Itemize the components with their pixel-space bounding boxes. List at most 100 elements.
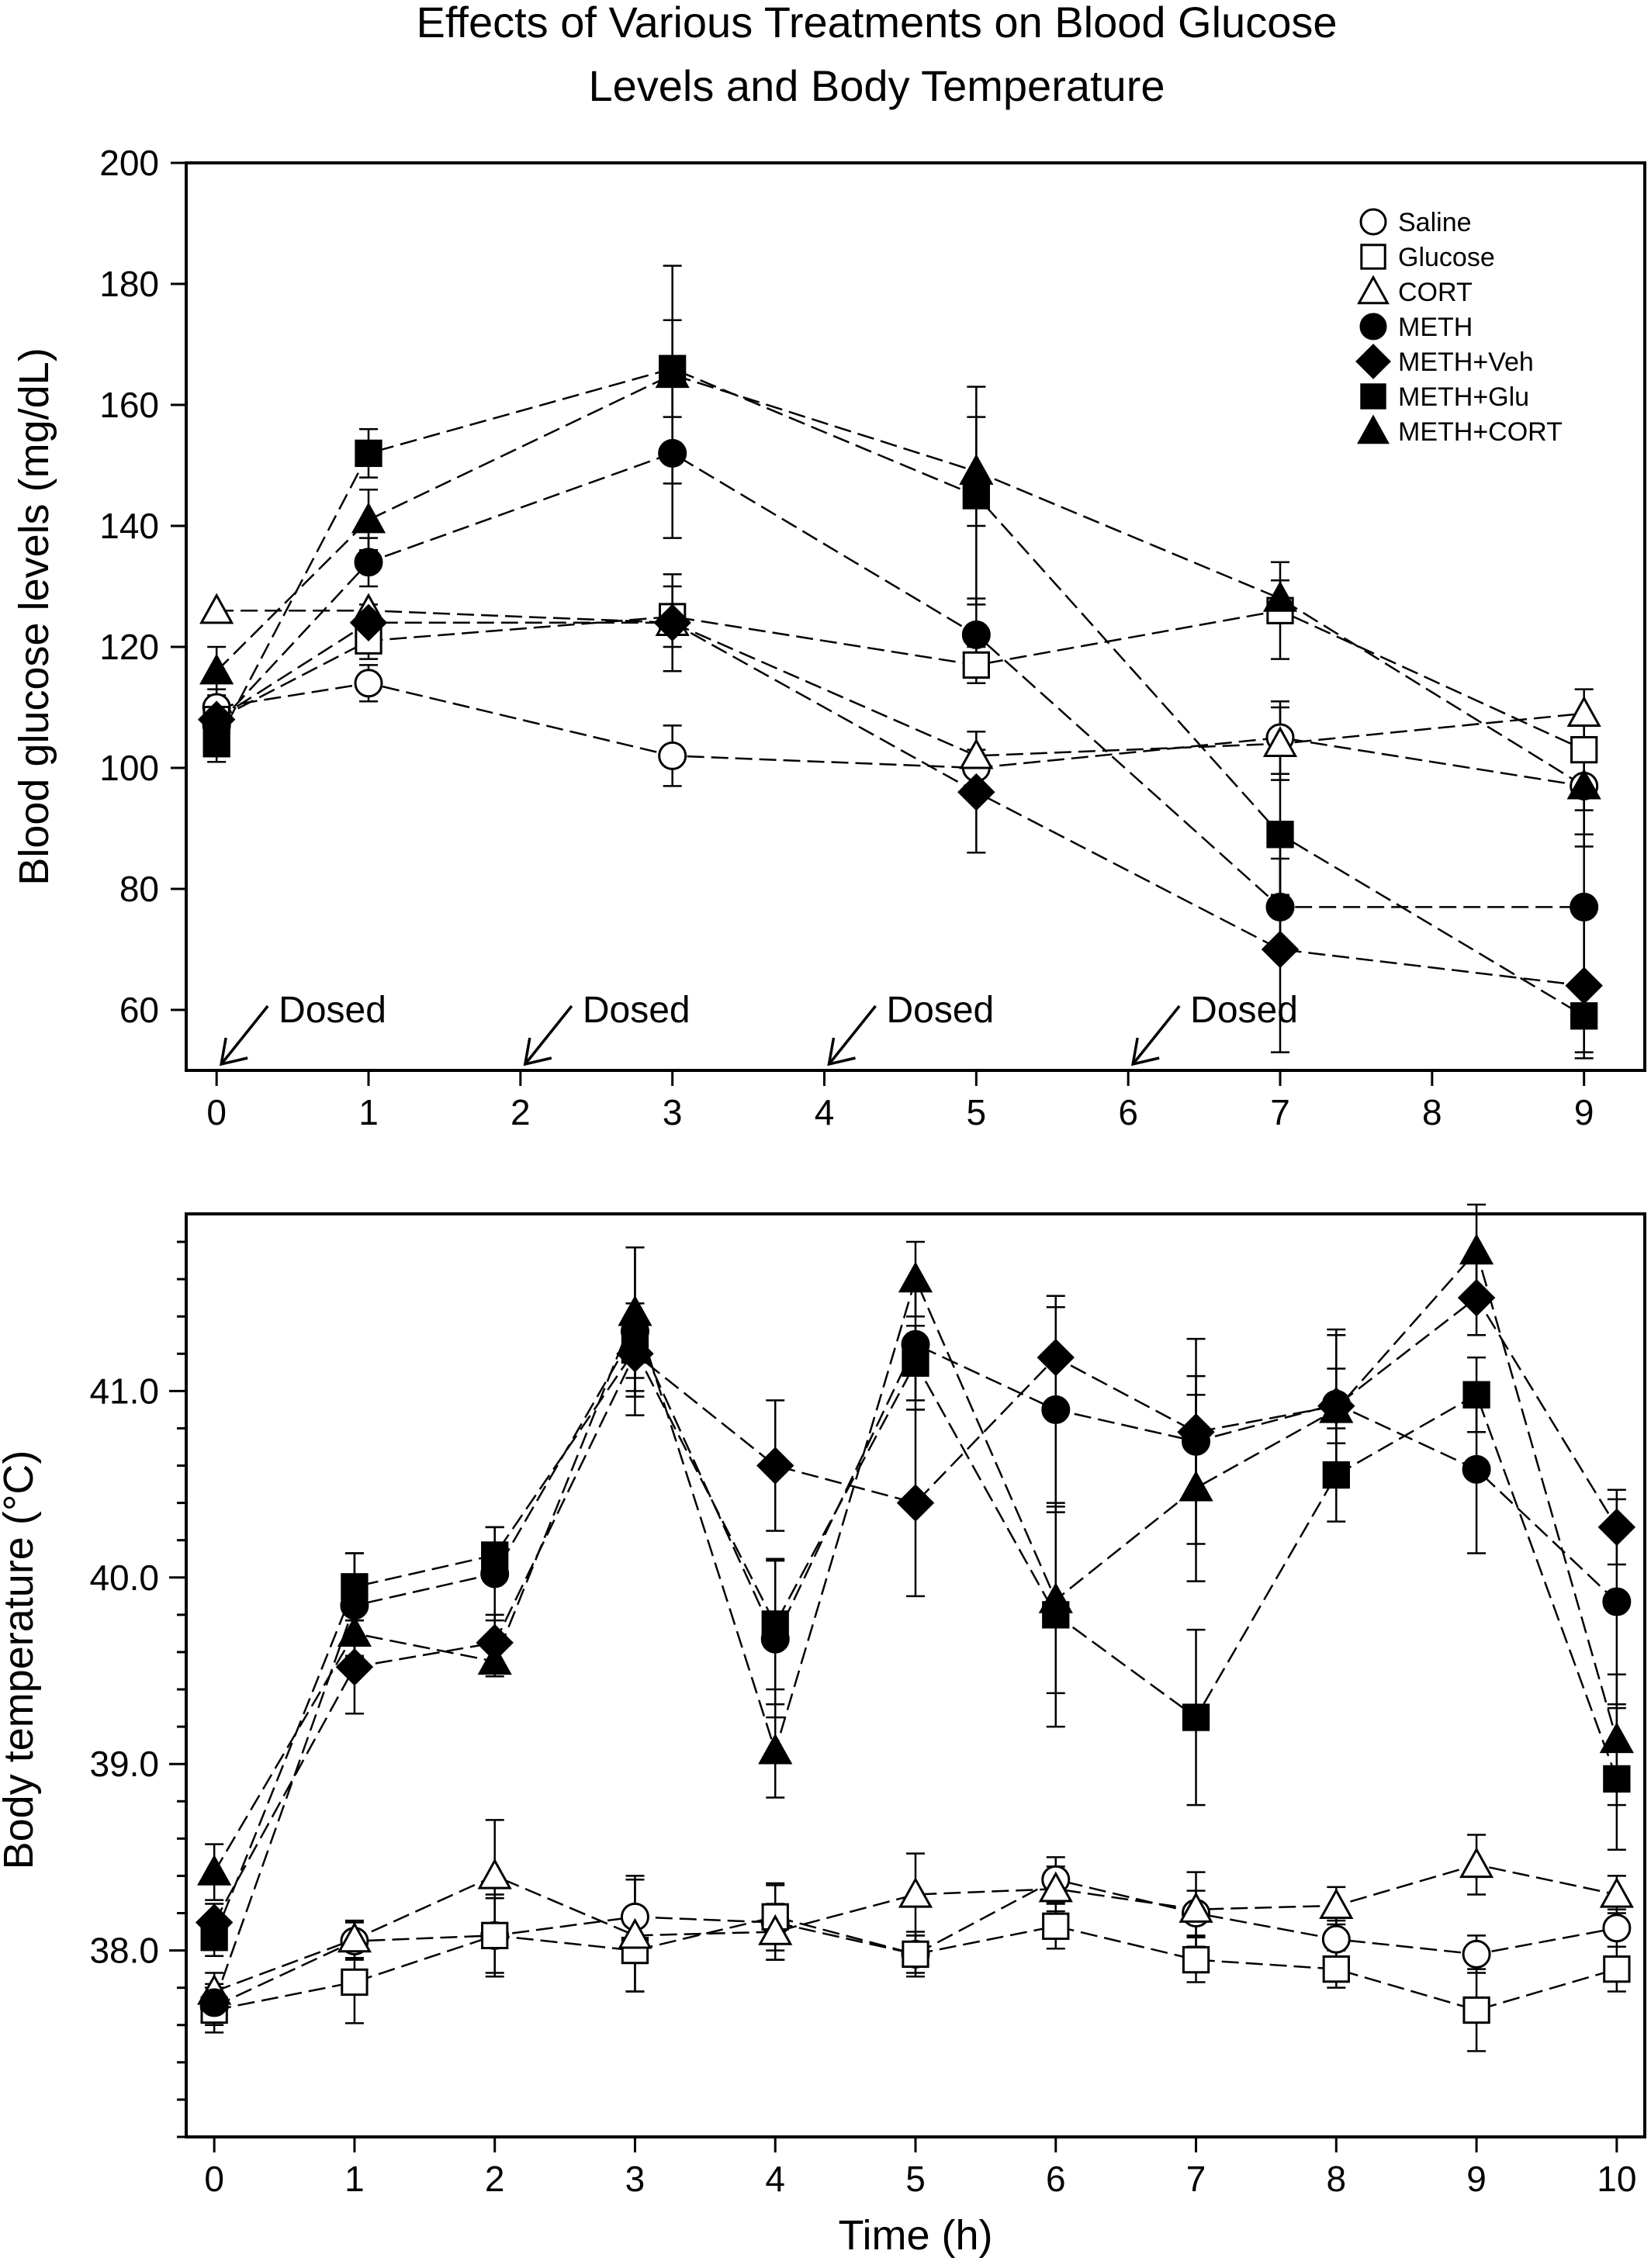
x-tick-label: 9 <box>1466 2159 1487 2199</box>
y-tick-label: 80 <box>119 869 159 909</box>
data-point-glucose <box>1462 1996 1490 2024</box>
data-point-meth-cort <box>959 454 994 485</box>
data-point-meth-veh <box>1457 1278 1496 1317</box>
series-line-cort <box>216 609 1584 757</box>
x-tick-label: 5 <box>967 1092 987 1132</box>
data-point-meth-cort <box>898 1261 933 1293</box>
data-point-cort <box>959 738 994 769</box>
data-point-glucose <box>962 651 990 679</box>
dosed-arrow-icon <box>1131 1004 1181 1066</box>
data-point-glucose <box>902 1940 929 1969</box>
data-point-cort <box>618 1917 652 1949</box>
data-point-meth-cort <box>351 502 386 534</box>
x-tick-label: 1 <box>344 2159 365 2199</box>
dosed-label: Dosed <box>887 990 995 1031</box>
x-tick-label: 10 <box>1597 2159 1636 2199</box>
x-tick-label: 3 <box>625 2159 646 2199</box>
x-tick-label: 8 <box>1327 2159 1347 2199</box>
data-point-cort <box>758 1914 793 1945</box>
data-point-meth-glu <box>1182 1703 1210 1731</box>
data-point-cort <box>1599 1876 1634 1908</box>
chart-title-line-1: Effects of Various Treatments on Blood G… <box>417 0 1338 47</box>
series-line-meth <box>216 452 1584 908</box>
data-point-meth-cort <box>1599 1722 1634 1754</box>
legend-marker-saline <box>1359 208 1387 236</box>
legend-label-meth-veh: METH+Veh <box>1398 347 1534 377</box>
data-point-meth-veh <box>1037 1338 1075 1377</box>
legend-label-meth: METH <box>1398 313 1473 342</box>
data-point-meth <box>1602 1587 1632 1616</box>
glucose-plot-frame <box>185 161 1646 1072</box>
data-point-glucose <box>1603 1955 1631 1983</box>
dosing-annotations: Dosed Dosed Dosed Dosed <box>219 990 1298 1067</box>
legend-marker-meth-glu <box>1360 383 1386 410</box>
x-tick-label: 5 <box>905 2159 926 2199</box>
data-point-meth-glu <box>1462 1381 1490 1409</box>
data-point-cort <box>1262 726 1298 757</box>
dosed-arrow-icon <box>524 1004 573 1066</box>
legend-marker-meth-veh <box>1355 344 1391 379</box>
data-point-meth-glu <box>341 1573 369 1601</box>
data-point-meth-glu <box>202 730 230 758</box>
data-point-meth-glu <box>1570 1002 1598 1030</box>
data-point-meth-veh <box>335 1647 374 1686</box>
data-point-meth-veh <box>653 603 691 642</box>
data-point-meth-veh <box>1597 1508 1636 1547</box>
legend-marker-meth-cort <box>1357 414 1390 444</box>
data-point-meth-cort <box>758 1733 793 1765</box>
data-point-meth-veh <box>756 1447 794 1485</box>
dosed-arrowhead-icon <box>523 1037 552 1067</box>
x-tick-label: 9 <box>1574 1092 1594 1132</box>
data-point-meth <box>1570 892 1599 921</box>
x-tick-label: 6 <box>1118 1092 1138 1132</box>
y-tick-label: 39.0 <box>89 1744 159 1784</box>
data-point-meth-cort <box>1262 580 1298 612</box>
data-point-meth-cort <box>655 357 690 389</box>
data-point-cort <box>477 1858 512 1889</box>
series-line-meth-cort <box>216 373 1585 787</box>
data-point-cort <box>199 593 234 624</box>
data-point-meth-glu <box>621 1336 649 1364</box>
data-point-meth-cort <box>618 1295 652 1326</box>
data-point-cort <box>1566 696 1601 727</box>
data-point-meth <box>658 438 687 468</box>
legend-label-glucose: Glucose <box>1398 243 1495 272</box>
data-point-meth <box>1462 1454 1491 1484</box>
x-tick-label: 3 <box>663 1092 683 1132</box>
data-point-glucose <box>1042 1912 1070 1940</box>
y-tick-label: 120 <box>99 627 159 667</box>
data-point-cort <box>1179 1892 1213 1923</box>
data-point-saline <box>1602 1914 1632 1943</box>
series-line-cort <box>213 1863 1618 1993</box>
data-point-meth <box>354 548 383 577</box>
data-point-meth-cort <box>1179 1470 1213 1502</box>
data-point-cort <box>1459 1847 1494 1879</box>
series-line-meth-veh <box>213 1296 1618 1924</box>
series-line-meth-veh <box>216 621 1584 987</box>
data-point-meth-cort <box>1459 1233 1494 1265</box>
data-point-meth-veh <box>896 1484 935 1522</box>
x-tick-label: 1 <box>358 1092 379 1132</box>
temperature-axes: 0 1 2 3 4 5 6 7 8 9 10 38.0 39.0 40.0 41.0 <box>89 1240 1636 2199</box>
data-point-meth <box>199 1988 229 2017</box>
legend-label-cort: CORT <box>1398 278 1473 307</box>
data-point-meth-glu <box>1322 1461 1350 1489</box>
data-point-meth <box>1041 1395 1071 1424</box>
dosed-label: Dosed <box>583 990 691 1031</box>
dosed-arrow-icon <box>828 1004 877 1066</box>
series-line-saline <box>216 682 1584 787</box>
data-point-meth-cort <box>1038 1582 1073 1613</box>
legend-label-saline: Saline <box>1398 208 1472 237</box>
data-point-meth-veh <box>1261 930 1300 969</box>
series-line-glucose <box>213 1916 1618 2011</box>
data-point-meth-cort <box>477 1644 512 1675</box>
glucose-axes: 0 1 2 3 4 5 6 7 8 9 60 80 100 120 140 160 180 200 <box>99 143 1594 1132</box>
x-tick-label: 7 <box>1186 2159 1206 2199</box>
data-point-saline <box>1321 1924 1351 1954</box>
data-point-glucose <box>1322 1955 1350 1983</box>
y-tick-label: 200 <box>99 143 159 183</box>
data-point-meth-cort <box>1319 1392 1354 1423</box>
data-point-meth-glu <box>1266 821 1294 849</box>
temperature-y-axis-label: Body temperature (°C) <box>0 1450 42 1870</box>
